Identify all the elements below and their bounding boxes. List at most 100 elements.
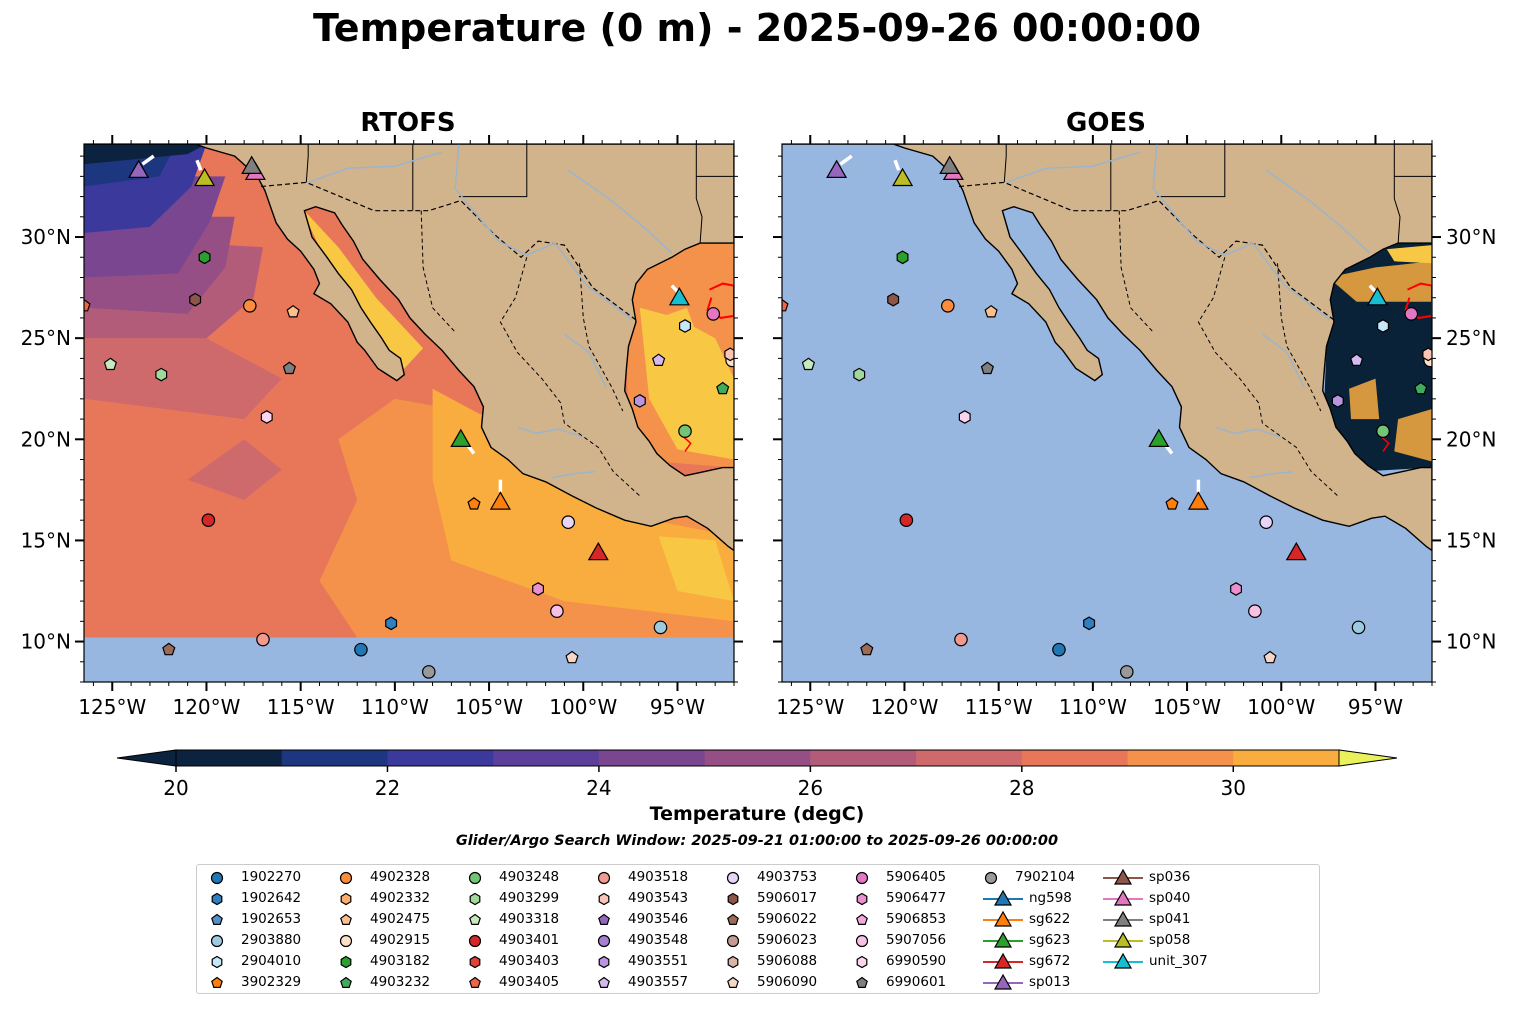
legend-item: 5906405 [854, 867, 974, 887]
legend-label: 4903248 [499, 869, 560, 885]
legend-marker [468, 934, 482, 948]
rtofs-map-body [84, 144, 734, 682]
platform-4903248 [1376, 424, 1390, 439]
temperature-band [187, 439, 282, 500]
platform-3902329 [1165, 497, 1179, 510]
legend-item: 7902104 [983, 867, 1103, 887]
colorbar-tick-label: 22 [375, 776, 400, 800]
legend-item: 5906088 [725, 951, 845, 971]
temperature-band [658, 536, 734, 602]
legend-marker-4903518 [597, 871, 611, 885]
legend-marker [1103, 952, 1143, 969]
platform-sp041 [939, 155, 961, 174]
country-border [261, 181, 637, 321]
legend-label: 1902270 [241, 869, 302, 885]
legend-marker [855, 934, 869, 948]
legend-marker [340, 913, 352, 925]
legend-item: 5906853 [854, 909, 974, 929]
state-border [1277, 263, 1322, 412]
platform-sp013 [826, 159, 848, 178]
river [1215, 426, 1282, 439]
legend-marker [726, 934, 740, 948]
legend-marker-sp040 [1113, 889, 1133, 906]
platform-sp040 [244, 161, 266, 180]
legend-marker [983, 973, 1023, 990]
legend-marker [1103, 910, 1143, 927]
platform-6990601 [282, 361, 297, 375]
goes-warm-patch [1394, 409, 1432, 462]
legend-item: 4903403 [467, 951, 587, 971]
colorbar-tick-label: 30 [1221, 776, 1246, 800]
platform-sg672 [1285, 541, 1307, 561]
legend-label: sp058 [1149, 932, 1191, 948]
platform-7902104 [1119, 665, 1134, 679]
country-border [959, 181, 1335, 321]
legend-marker [727, 913, 739, 925]
legend-marker [984, 871, 998, 885]
legend-item: 4902328 [338, 867, 458, 887]
temperature-band [84, 176, 226, 278]
legend-marker [597, 871, 611, 885]
legend-marker-4902475 [340, 913, 352, 925]
lat-tick-label: 30°N [21, 225, 71, 249]
platform-4903232 [716, 381, 730, 395]
platform-1902270 [1052, 642, 1066, 657]
river [551, 470, 595, 479]
legend-marker-2903880 [210, 934, 224, 948]
river [1152, 144, 1331, 321]
platform-4903543 [1422, 347, 1432, 362]
platform-4903753 [561, 515, 576, 530]
legend-label: 5906477 [886, 890, 947, 906]
search-window-text: Glider/Argo Search Window: 2025-09-21 01… [455, 833, 1059, 849]
river [307, 151, 443, 184]
legend-label: 2904010 [241, 953, 302, 969]
goes-warm-patch [1349, 378, 1380, 420]
state-border [1393, 144, 1401, 244]
goes-warm-strip [1309, 504, 1432, 519]
legend-marker [856, 892, 868, 906]
legend-marker [468, 871, 482, 885]
legend-item: 6990590 [854, 951, 974, 971]
legend-label: 5906090 [757, 974, 818, 990]
legend-marker [211, 955, 223, 969]
state-border [1003, 144, 1007, 183]
colorbar-tick-label: 20 [163, 776, 188, 800]
legend-marker-5906022 [727, 913, 739, 925]
lon-tick-label: 105°W [455, 695, 523, 719]
legend-item: 4903551 [596, 951, 716, 971]
state-border [1197, 257, 1339, 497]
glider-track [1368, 284, 1377, 293]
legend-marker [598, 892, 610, 906]
legend-label: sp013 [1029, 974, 1071, 990]
lon-tick-label: 105°W [1153, 695, 1221, 719]
legend-label: 1902653 [241, 911, 302, 927]
lon-tick-label: 100°W [1247, 695, 1315, 719]
goes-gulf-data [1319, 216, 1432, 472]
legend-item: 4903543 [596, 888, 716, 908]
figure-title: Temperature (0 m) - 2025-09-26 00:00:00 [312, 6, 1202, 50]
temperature-band [84, 144, 177, 187]
platform-sg622 [489, 491, 511, 510]
legend-marker-4903318 [469, 913, 481, 925]
legend-marker [1103, 931, 1143, 948]
platform-5906022 [860, 642, 874, 656]
lat-tick-label: 25°N [1446, 326, 1496, 350]
legend-marker-6990601 [856, 976, 868, 988]
legend-label: 4903318 [499, 911, 560, 927]
legend-label: ng598 [1029, 890, 1072, 906]
lon-tick-label: 95°W [1348, 695, 1403, 719]
legend-marker-4902915 [339, 934, 353, 948]
platform-6990590 [958, 410, 971, 424]
legend-item: 4903318 [467, 909, 587, 929]
colorbar-segment [1127, 750, 1234, 766]
lat-tick-label: 15°N [21, 528, 71, 552]
river [454, 144, 633, 321]
platform-5906017 [189, 292, 202, 307]
legend-item: 4902475 [338, 909, 458, 929]
legend-label: 6990601 [886, 974, 947, 990]
legend-marker [469, 892, 481, 906]
lat-tick-label: 20°N [21, 427, 71, 451]
legend-label: sg623 [1029, 932, 1071, 948]
temperature-band [84, 237, 263, 339]
colorbar-segment [1021, 750, 1129, 766]
